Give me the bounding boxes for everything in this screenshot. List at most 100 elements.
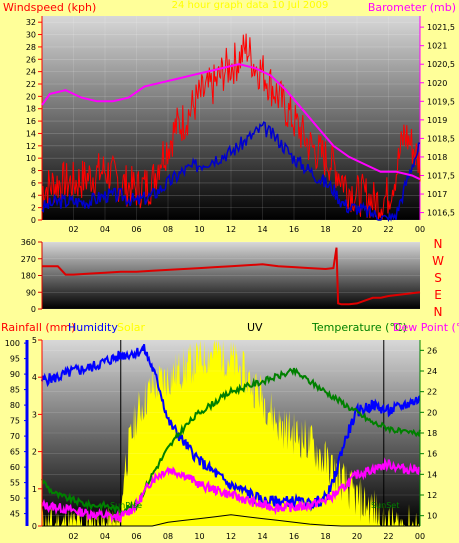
wind-tick-label: 12 — [26, 142, 36, 151]
humidity-tick-label: 60 — [10, 463, 20, 472]
uv-label: UV — [247, 321, 263, 334]
rain-tick-label: 5 — [32, 336, 37, 345]
barometer-y-axis: 1016,5 1017 1017,5 1018 1018,5 1019 1019,5 1020… — [419, 16, 455, 220]
compass-label: W — [432, 254, 444, 268]
direction-gridlines — [42, 241, 420, 310]
wind-tick-label: 18 — [26, 105, 36, 114]
wind-tick-label: 22 — [26, 80, 36, 89]
humidity-tick-label: 95 — [10, 355, 20, 364]
compass-label: S — [434, 271, 442, 285]
humidity-tick-label: 65 — [10, 448, 20, 457]
direction-tick-label: 90 — [26, 288, 36, 297]
temp-tick-label: 26 — [427, 346, 437, 355]
temp-x-tick-label: 10 — [194, 532, 204, 541]
wind-tick-label: 2 — [31, 204, 36, 213]
barometer-tick-label: 1020 — [427, 79, 447, 88]
wind-axis-title: Windspeed (kph) — [3, 1, 96, 14]
humidity-tick-label: 70 — [10, 432, 20, 441]
wind-x-tick-label: 18 — [320, 225, 330, 234]
wind-x-tick-label: 08 — [163, 225, 173, 234]
wind-x-tick-label: 02 — [68, 225, 78, 234]
direction-tick-label: 0 — [31, 305, 36, 314]
direction-series — [42, 247, 421, 306]
solar-area — [42, 340, 420, 526]
barometer-tick-label: 1019,5 — [427, 97, 455, 106]
wind-series — [41, 33, 421, 223]
rain-tick-label: 1 — [32, 485, 37, 494]
wind-x-tick-label: 06 — [131, 225, 141, 234]
sunrise-label: SunRise — [110, 501, 142, 510]
temp-x-tick-label: 22 — [383, 532, 393, 541]
solar-label: Solar — [117, 321, 146, 334]
temp-x-tick-label: 14 — [257, 532, 267, 541]
temp-axes: 1012141618202224264550556065707580859095… — [5, 336, 437, 531]
direction-plot-area — [42, 242, 420, 309]
temp-x-tick-label: 12 — [226, 532, 236, 541]
wind-x-axis: 02 04 06 08 10 12 14 16 18 20 22 00 — [68, 225, 425, 234]
rainfall-axis-title: Rainfall (mm) — [1, 321, 75, 334]
humidity-tick-label: 80 — [10, 401, 20, 410]
barometer-line — [41, 63, 421, 181]
direction-y-axis: 0 90 180 270 360 — [21, 238, 43, 314]
temp-x-tick-label: 00 — [415, 532, 425, 541]
barometer-tick-label: 1021,5 — [427, 23, 455, 32]
temp-x-tick-label: 20 — [352, 532, 362, 541]
temperature-humidity-chart: Rainfall (mm) Humidity Solar UV Temperat… — [1, 321, 459, 541]
wind-tick-label: 10 — [26, 154, 36, 163]
humidity-tick-label: 50 — [10, 494, 20, 503]
chart-title: 24 hour graph data 10 Jul 2009 — [172, 0, 329, 11]
barometer-tick-label: 1017 — [427, 190, 447, 199]
temp-tick-label: 24 — [427, 367, 437, 376]
temp-tick-label: 20 — [427, 408, 437, 417]
humidity-axis-title: Humidity — [68, 321, 118, 334]
barometer-tick-label: 1017,5 — [427, 171, 455, 180]
temp-x-tick-label: 18 — [320, 532, 330, 541]
windspeed-line — [41, 33, 421, 221]
humidity-tick-label: 100 — [5, 339, 20, 348]
wind-tick-label: 30 — [26, 31, 36, 40]
wind-x-tick-label: 04 — [100, 225, 110, 234]
temp-x-tick-label: 08 — [163, 532, 173, 541]
wind-tick-label: 26 — [26, 55, 36, 64]
barometer-tick-label: 1021 — [427, 42, 447, 51]
temp-tick-label: 18 — [427, 429, 437, 438]
temp-x-axis: 02 04 06 08 10 12 14 16 18 20 22 00 — [68, 532, 425, 541]
windspeed-avg-line — [41, 121, 421, 223]
humidity-line — [41, 344, 421, 512]
humidity-tick-label: 55 — [10, 479, 20, 488]
dewpoint-axis-title: Dew Point (°C) — [393, 321, 459, 334]
temp-x-tick-label: 02 — [68, 532, 78, 541]
wind-tick-label: 16 — [26, 117, 36, 126]
barometer-tick-label: 1020,5 — [427, 60, 455, 69]
solar-area-fill — [42, 340, 420, 526]
wind-tick-label: 28 — [26, 43, 36, 52]
wind-barometer-chart: Windspeed (kph) 24 hour graph data 10 Ju… — [3, 0, 456, 234]
wind-tick-label: 6 — [31, 179, 36, 188]
wind-x-tick-label: 12 — [226, 225, 236, 234]
compass-label: E — [434, 288, 442, 302]
rain-tick-label: 4 — [32, 373, 37, 382]
barometer-tick-label: 1018 — [427, 153, 447, 162]
wind-tick-label: 32 — [26, 18, 36, 27]
wind-x-tick-label: 16 — [289, 225, 299, 234]
wind-tick-label: 0 — [31, 216, 36, 225]
wind-tick-label: 4 — [31, 191, 36, 200]
temp-tick-label: 22 — [427, 388, 437, 397]
direction-tick-label: 360 — [21, 238, 36, 247]
rain-tick-label: 0 — [32, 522, 37, 531]
sunset-label: SunSet — [371, 501, 399, 510]
humidity-tick-label: 90 — [10, 370, 20, 379]
barometer-tick-label: 1018,5 — [427, 134, 455, 143]
rain-tick-label: 3 — [32, 410, 37, 419]
temp-x-tick-label: 16 — [289, 532, 299, 541]
direction-tick-label: 270 — [21, 255, 36, 264]
temp-tick-label: 16 — [427, 450, 437, 459]
compass-label: N — [434, 237, 443, 251]
temp-tick-label: 14 — [427, 470, 437, 479]
wind-tick-label: 8 — [31, 167, 36, 176]
rain-tick-label: 2 — [32, 448, 37, 457]
temperature-axis-title: Temperature (°C) — [311, 321, 407, 334]
